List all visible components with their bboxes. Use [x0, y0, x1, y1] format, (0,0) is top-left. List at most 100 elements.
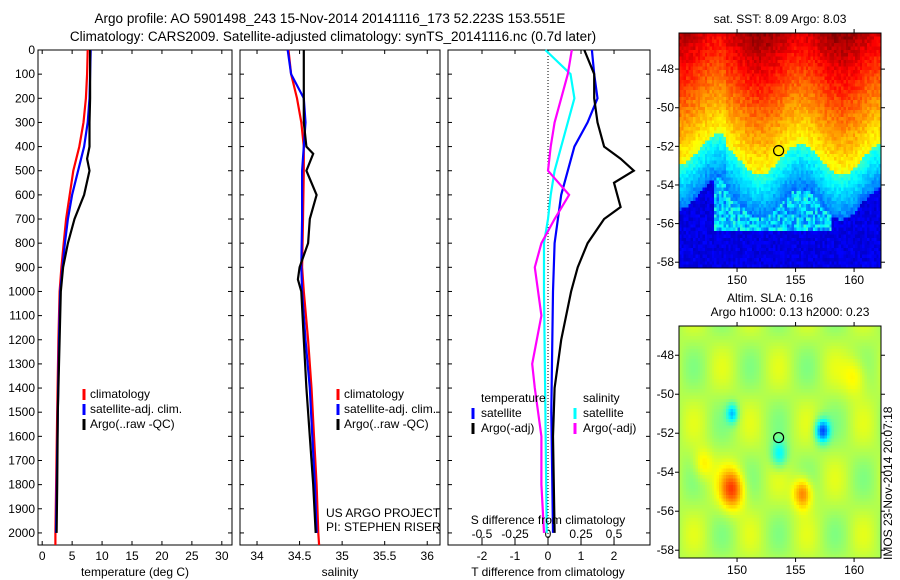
- sdiff-tick-label: 0: [545, 527, 552, 541]
- x-tick-label: 34: [250, 549, 264, 563]
- y-tick-label: 2000: [8, 526, 35, 540]
- y-tick-label: 300: [15, 115, 35, 129]
- map-frame: [678, 325, 882, 559]
- x-tick-label: 2: [611, 549, 618, 563]
- map-y-tick-label: -54: [657, 178, 675, 192]
- map-x-tick-label: 155: [786, 273, 806, 287]
- sst-map-title: sat. SST: 8.09 Argo: 8.03: [714, 12, 847, 26]
- axes-box-difference-profile: [447, 49, 651, 546]
- argo-location-marker: [773, 145, 785, 157]
- map-x-tick-label: 155: [786, 563, 806, 577]
- x-tick-label: 5: [69, 549, 76, 563]
- sla-map-title1: Altim. SLA: 0.16: [727, 291, 813, 305]
- x-tick-label: -1: [510, 549, 521, 563]
- legend-label: Argo(..raw -QC): [90, 417, 175, 431]
- x-tick-label: 20: [155, 549, 169, 563]
- series-line-argo-raw-qc-: [296, 50, 318, 533]
- map-x-tick-label: 150: [727, 273, 747, 287]
- map-x-tick-label: 160: [844, 273, 864, 287]
- map-y-tick-label: -50: [657, 101, 675, 115]
- legend-label: Argo(-adj): [583, 421, 636, 435]
- map-y-tick-label: -56: [657, 504, 675, 518]
- series-line-s-argo-adj-: [531, 49, 573, 533]
- y-tick-label: 500: [15, 164, 35, 178]
- map-y-tick-label: -58: [657, 543, 675, 557]
- y-tick-label: 1200: [8, 333, 35, 347]
- y-tick-label: 200: [15, 91, 35, 105]
- axes-box-temperature-profile: [37, 49, 233, 546]
- legend-label: Argo(..raw -QC): [344, 417, 429, 431]
- x-tick-label: 10: [95, 549, 109, 563]
- credit-text: IMOS 23-Nov-2014 20:07:18: [881, 406, 895, 560]
- map-y-tick-label: -56: [657, 217, 675, 231]
- legend-label: Argo(-adj): [481, 421, 534, 435]
- y-tick-label: 400: [15, 140, 35, 154]
- y-tick-label: 1300: [8, 357, 35, 371]
- x-axis-label-tdiff: T difference from climatology: [471, 565, 625, 579]
- legend-label: satellite-adj. clim.: [344, 402, 436, 416]
- series-line-argo-raw-qc-: [55, 50, 92, 533]
- x-axis-label-sdiff: S difference from climatology: [471, 513, 626, 527]
- map-x-tick-label: 160: [844, 563, 864, 577]
- x-tick-label: 0: [39, 549, 46, 563]
- x-tick-label: 0: [545, 549, 552, 563]
- title-line2: Climatology: CARS2009. Satellite-adjuste…: [70, 29, 596, 44]
- series-line-s-satellite: [542, 49, 576, 533]
- sdiff-tick-label: -0.25: [501, 527, 529, 541]
- y-tick-label: 1500: [8, 405, 35, 419]
- x-tick-label: 36: [421, 549, 435, 563]
- annotation-project: US ARGO PROJECT: [326, 506, 441, 520]
- y-tick-label: 1800: [8, 478, 35, 492]
- y-tick-label: 1600: [8, 429, 35, 443]
- map-y-tick-label: -52: [657, 139, 675, 153]
- legend-label: satellite-adj. clim.: [90, 402, 182, 416]
- x-axis-label-salinity: salinity: [322, 565, 359, 579]
- argo-location-marker: [773, 431, 785, 444]
- legend-label: climatology: [344, 387, 404, 401]
- x-tick-label: 1: [578, 549, 585, 563]
- sdiff-tick-label: -0.5: [472, 527, 493, 541]
- x-tick-label: -2: [477, 549, 488, 563]
- legend-label: satellite: [481, 406, 522, 420]
- y-tick-label: 1000: [8, 284, 35, 298]
- y-tick-label: 600: [15, 188, 35, 202]
- annotation-pi: PI: STEPHEN RISER: [326, 520, 441, 534]
- title-line1: Argo profile: AO 5901498_243 15-Nov-2014…: [95, 11, 566, 26]
- map-y-tick-label: -50: [657, 387, 675, 401]
- series-line-t-satellite: [550, 49, 599, 533]
- map-y-tick-label: -58: [657, 255, 675, 269]
- map-frame: [678, 32, 882, 269]
- x-tick-label: 25: [185, 549, 199, 563]
- x-axis-label-temperature: temperature (deg C): [81, 565, 189, 579]
- legend-header: salinity: [583, 391, 620, 405]
- sdiff-tick-label: 0.5: [606, 527, 623, 541]
- y-tick-label: 900: [15, 260, 35, 274]
- map-y-tick-label: -52: [657, 426, 675, 440]
- y-tick-label: 800: [15, 236, 35, 250]
- y-tick-label: 700: [15, 212, 35, 226]
- legend-label: satellite: [583, 406, 624, 420]
- map-x-tick-label: 150: [727, 563, 747, 577]
- map-y-tick-label: -48: [657, 62, 675, 76]
- map-y-tick-label: -48: [657, 348, 675, 362]
- map-y-tick-label: -54: [657, 465, 675, 479]
- y-tick-label: 1100: [9, 309, 35, 323]
- y-tick-label: 100: [15, 67, 35, 81]
- y-tick-label: 0: [28, 43, 35, 57]
- series-line-t-argo-adj-: [551, 49, 636, 533]
- x-tick-label: 15: [125, 549, 139, 563]
- sst-heatmap: [679, 33, 881, 268]
- y-tick-label: 1400: [8, 381, 35, 395]
- y-tick-label: 1900: [8, 502, 35, 516]
- sdiff-tick-label: 0.25: [569, 527, 593, 541]
- x-tick-label: 34.5: [288, 549, 312, 563]
- y-tick-label: 1700: [8, 453, 35, 467]
- legend-label: climatology: [90, 387, 150, 401]
- x-tick-label: 35.5: [373, 549, 397, 563]
- legend-header: temperature: [481, 391, 546, 405]
- x-tick-label: 35: [335, 549, 349, 563]
- axes-box-salinity-profile: [239, 49, 441, 546]
- x-tick-label: 30: [215, 549, 229, 563]
- sla-map-title2: Argo h1000: 0.13 h2000: 0.23: [711, 305, 870, 319]
